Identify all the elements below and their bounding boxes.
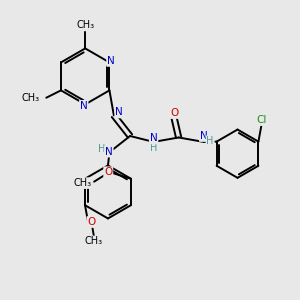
- Text: N: N: [115, 107, 123, 118]
- Text: N: N: [105, 147, 113, 157]
- Text: H: H: [150, 143, 157, 153]
- Text: O: O: [170, 108, 178, 118]
- Text: H: H: [98, 144, 105, 154]
- Text: CH₃: CH₃: [73, 178, 91, 188]
- Text: Cl: Cl: [257, 115, 267, 125]
- Text: CH₃: CH₃: [76, 20, 94, 31]
- Text: N: N: [107, 56, 115, 66]
- Text: CH₃: CH₃: [22, 93, 40, 103]
- Text: N: N: [80, 101, 88, 111]
- Text: H: H: [206, 136, 214, 146]
- Text: O: O: [87, 217, 96, 227]
- Text: CH₃: CH₃: [85, 236, 103, 246]
- Text: N: N: [150, 134, 158, 143]
- Text: O: O: [104, 167, 112, 177]
- Text: N: N: [200, 131, 208, 141]
